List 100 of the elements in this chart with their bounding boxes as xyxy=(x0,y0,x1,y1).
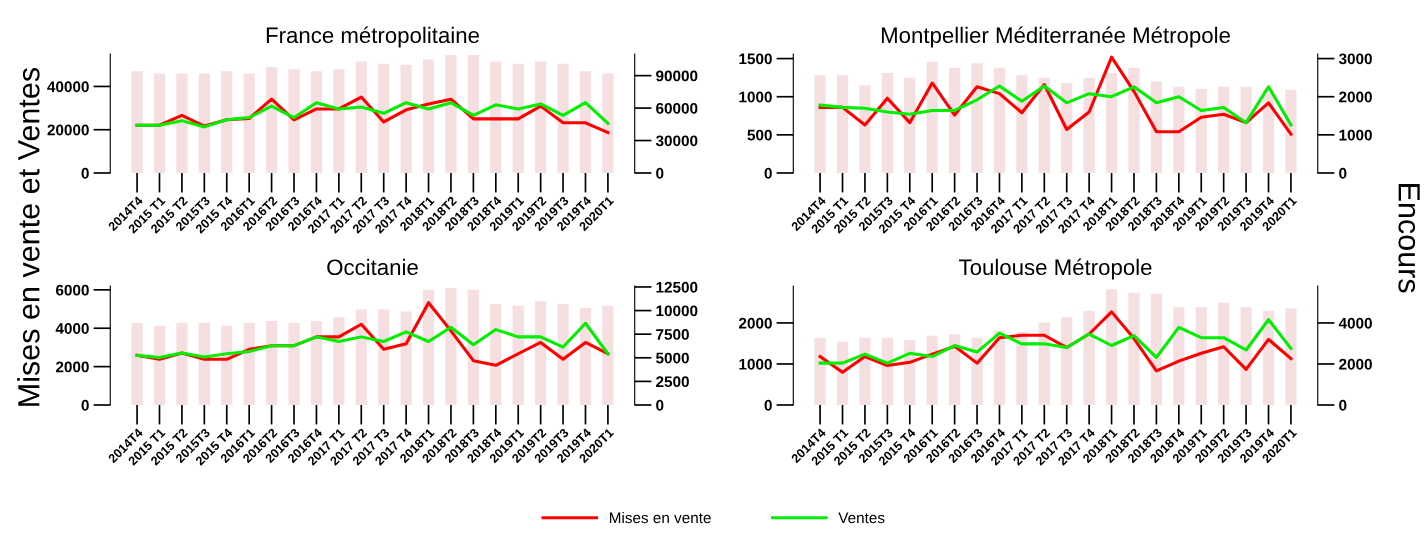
bar xyxy=(949,334,961,405)
bar xyxy=(579,71,592,173)
chart-title: Toulouse Métropole xyxy=(959,258,1152,280)
bar xyxy=(221,325,233,405)
bar xyxy=(422,59,435,173)
bar xyxy=(288,69,300,173)
bar xyxy=(176,322,188,405)
bar xyxy=(400,64,412,173)
bar xyxy=(949,67,961,173)
y-tick-label: 4000 xyxy=(55,323,89,334)
bar xyxy=(355,309,367,405)
bar xyxy=(1150,81,1163,173)
y2-tick-label: 0 xyxy=(1339,167,1347,179)
bar xyxy=(926,61,938,173)
bar xyxy=(904,77,916,173)
bar xyxy=(512,305,524,405)
bar xyxy=(1105,289,1118,405)
y-tick-label: 40000 xyxy=(47,81,89,93)
bar xyxy=(814,337,826,405)
bar xyxy=(1105,73,1118,173)
y2-tick-label: 4000 xyxy=(1338,317,1372,329)
bar xyxy=(1128,67,1140,173)
line-series xyxy=(818,318,1293,365)
y2-tick-label: 90000 xyxy=(656,70,698,82)
bar xyxy=(310,71,323,173)
bar xyxy=(400,311,412,405)
y2-axis-title: Encours xyxy=(1398,184,1420,293)
bar xyxy=(467,55,479,173)
y-axis-title: Mises en vente et Ventes xyxy=(17,67,40,406)
bar xyxy=(288,322,300,405)
line-series xyxy=(818,55,1293,136)
y2-tick-label: 60000 xyxy=(656,102,698,114)
bar xyxy=(131,322,143,405)
bar xyxy=(1038,77,1050,173)
bar xyxy=(512,63,524,173)
y2-tick-label: 5000 xyxy=(656,352,689,364)
bar xyxy=(355,61,367,173)
bar xyxy=(1195,89,1207,173)
y2-tick-label: 30000 xyxy=(655,135,698,147)
bar xyxy=(490,303,502,405)
line-series xyxy=(818,84,1293,127)
bar xyxy=(1218,86,1230,173)
bar xyxy=(265,66,278,173)
y2-tick-label: 12500 xyxy=(656,281,698,293)
y2-tick-label: 2000 xyxy=(1339,91,1372,103)
y-tick-label: 6000 xyxy=(56,284,89,296)
y2-tick-label: 2000 xyxy=(1339,358,1372,370)
bar xyxy=(378,63,390,173)
y-tick-label: 0 xyxy=(764,167,772,179)
bar xyxy=(198,73,210,173)
bar xyxy=(131,71,143,173)
legend-label: Mises en vente xyxy=(609,512,711,524)
y-tick-label: 0 xyxy=(764,399,772,411)
bar xyxy=(265,320,278,405)
line-series xyxy=(135,101,610,129)
bar xyxy=(1285,89,1297,173)
y2-tick-label: 0 xyxy=(1339,399,1347,411)
bar xyxy=(333,69,345,173)
y2-tick-label: 0 xyxy=(656,399,664,411)
bar xyxy=(836,75,849,173)
bar xyxy=(310,320,323,405)
y-tick-label: 2000 xyxy=(739,317,772,329)
bar xyxy=(1240,307,1252,405)
legend-label: Ventes xyxy=(838,512,885,524)
chart-title: Montpellier Méditerranée Métropole xyxy=(881,26,1230,48)
bar xyxy=(993,67,1006,173)
bar xyxy=(221,71,233,173)
bar xyxy=(926,335,938,405)
bar xyxy=(1016,331,1028,405)
bar xyxy=(1218,302,1230,405)
y2-tick-label: 3000 xyxy=(1338,53,1372,65)
bar xyxy=(243,322,255,405)
bar xyxy=(1285,308,1297,405)
bar xyxy=(1038,322,1050,405)
y2-tick-label: 10000 xyxy=(656,305,698,317)
bar xyxy=(535,301,547,405)
y-tick-label: 2000 xyxy=(55,361,89,373)
y-tick-label: 500 xyxy=(747,129,772,141)
y-tick-label: 0 xyxy=(81,399,89,411)
y2-tick-label: 7500 xyxy=(656,329,689,340)
bar xyxy=(445,287,457,405)
bar xyxy=(1150,293,1163,405)
bar xyxy=(535,61,547,173)
bar xyxy=(602,305,614,405)
bar xyxy=(557,63,569,173)
bar xyxy=(881,73,893,173)
line-series xyxy=(135,321,610,359)
bar xyxy=(1016,75,1028,173)
y-tick-label: 1000 xyxy=(739,358,772,370)
chart-title: France métropolitaine xyxy=(266,26,479,48)
y2-tick-label: 2500 xyxy=(656,376,689,388)
bar xyxy=(1128,292,1140,405)
y-tick-label: 20000 xyxy=(47,124,89,136)
bar xyxy=(602,73,614,173)
bar xyxy=(490,61,502,173)
bar xyxy=(243,73,255,173)
y-tick-label: 0 xyxy=(81,167,89,179)
bar xyxy=(1240,86,1252,173)
bar xyxy=(198,322,210,405)
y-tick-label: 1500 xyxy=(739,53,772,65)
